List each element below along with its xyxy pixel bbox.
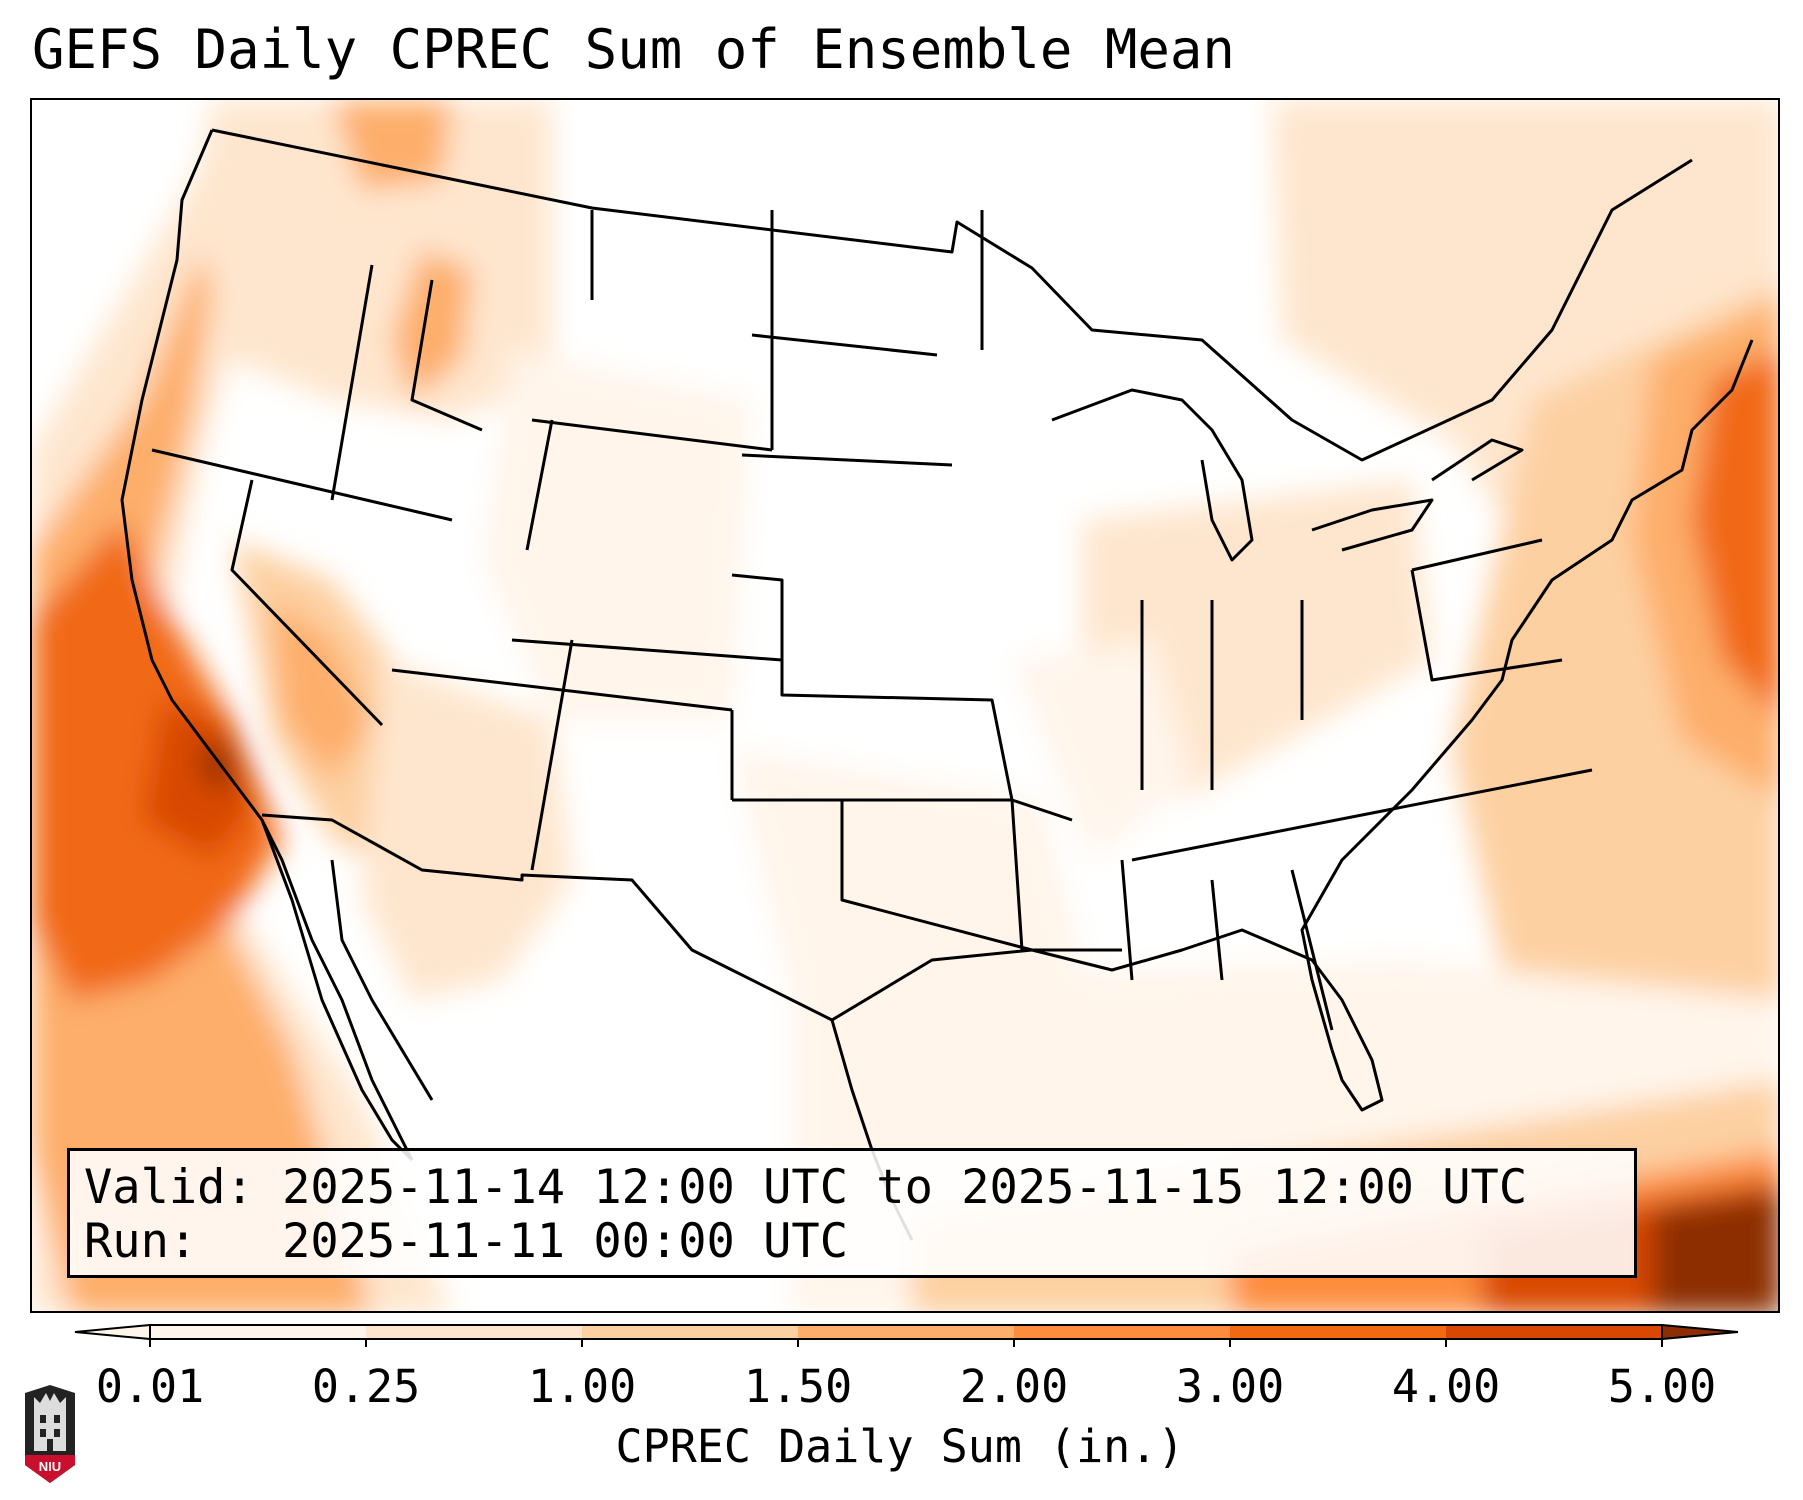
us-state-lines <box>151 210 1593 1031</box>
map-outlines <box>120 128 1754 1241</box>
precip-mississippi-light <box>1012 640 1192 860</box>
colorbar-outline <box>149 1324 1663 1340</box>
precip-cascades-mid <box>332 100 452 190</box>
mexico-us-border <box>261 813 833 1022</box>
colorbar-ticks <box>149 1339 1663 1347</box>
colorbar <box>74 1323 1739 1347</box>
colorbar-max-extension <box>1661 1323 1739 1341</box>
tick-label-6: 4.00 <box>1391 1360 1501 1413</box>
colorbar-segment <box>1014 1325 1231 1339</box>
precip-map <box>32 100 1778 1311</box>
colorbar-segment <box>798 1325 1015 1339</box>
colorbar-segment <box>150 1325 367 1339</box>
info-box: Valid: 2025-11-14 12:00 UTC to 2025-11-1… <box>67 1148 1637 1278</box>
colorbar-segment <box>366 1325 583 1339</box>
colorbar-segment <box>582 1325 799 1339</box>
tick-label-3: 1.50 <box>743 1360 853 1413</box>
niu-logo: NIU <box>25 1385 75 1483</box>
colorbar-min-extension <box>74 1323 151 1341</box>
precip-field <box>32 100 1778 1311</box>
pacific-coastline <box>120 129 414 1161</box>
valid-time-line: Valid: 2025-11-14 12:00 UTC to 2025-11-1… <box>84 1160 1528 1215</box>
precip-nevada-mid <box>272 600 372 780</box>
baja-peninsula <box>260 819 434 1162</box>
tick-label-5: 3.00 <box>1175 1360 1285 1413</box>
tick-label-4: 2.00 <box>959 1360 1069 1413</box>
great-lakes-outline <box>1051 388 1524 562</box>
colorbar-label: CPREC Daily Sum (in.) <box>615 1420 1185 1473</box>
precip-southwest-light <box>362 660 572 1000</box>
tick-label-7: 5.00 <box>1607 1360 1717 1413</box>
atlantic-coastline <box>1300 339 1754 1051</box>
niu-logo-text: NIU <box>39 1459 61 1474</box>
precip-idaho-mid <box>392 250 472 400</box>
map-panel <box>30 98 1780 1313</box>
colorbar-segments <box>150 1325 1663 1339</box>
page-title: GEFS Daily CPREC Sum of Ensemble Mean <box>32 18 1235 81</box>
colorbar-segment <box>1230 1325 1447 1339</box>
precip-pacific-mid <box>32 160 371 1311</box>
run-time-line: Run: 2025-11-11 00:00 UTC <box>84 1214 849 1269</box>
tick-label-1: 0.25 <box>311 1360 421 1413</box>
colorbar-segment <box>1446 1325 1663 1339</box>
precip-caribbean-max <box>1652 1190 1778 1311</box>
canada-us-border <box>211 128 1693 462</box>
precip-rockies-light <box>482 350 752 720</box>
tick-label-2: 1.00 <box>527 1360 637 1413</box>
tick-label-0: 0.01 <box>95 1360 205 1413</box>
precip-atlantic-strong <box>1692 351 1778 716</box>
